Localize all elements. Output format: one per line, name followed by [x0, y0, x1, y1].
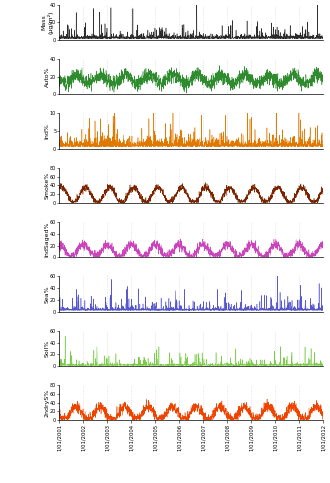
Y-axis label: Ind%: Ind%: [45, 123, 50, 139]
Y-axis label: Mass
(μg/m²): Mass (μg/m²): [41, 11, 53, 34]
Y-axis label: Auto%: Auto%: [45, 66, 50, 87]
Y-axis label: Soil%: Soil%: [45, 340, 50, 357]
Y-axis label: 2ndryS%: 2ndryS%: [45, 388, 50, 417]
Y-axis label: IndSaged%: IndSaged%: [45, 222, 50, 257]
Y-axis label: Smoke%: Smoke%: [45, 172, 50, 199]
Y-axis label: Sea%: Sea%: [45, 285, 50, 303]
